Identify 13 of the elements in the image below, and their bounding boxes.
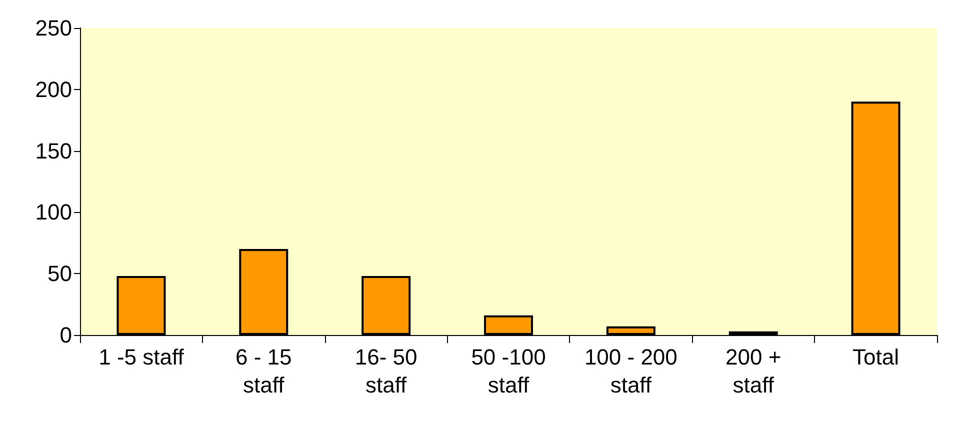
x-tick-label: 16- 50 staff: [354, 344, 418, 398]
x-tick-label: 50 -100 staff: [471, 344, 546, 398]
x-tick-label: 1 -5 staff: [98, 344, 185, 370]
x-tick-label: 6 - 15 staff: [236, 344, 292, 398]
y-tick-label: 250: [35, 16, 72, 40]
y-tick-label: 200: [35, 76, 72, 102]
x-tick-label: 100 - 200 staff: [584, 344, 678, 398]
y-tick-label: 0: [60, 322, 72, 348]
y-tick-label: 150: [35, 138, 72, 164]
x-tick-label: Total: [852, 344, 900, 370]
y-tick-label: 100: [35, 200, 72, 225]
y-tick-label: 50: [48, 261, 72, 286]
x-tick-label: 200 + staff: [726, 344, 782, 398]
